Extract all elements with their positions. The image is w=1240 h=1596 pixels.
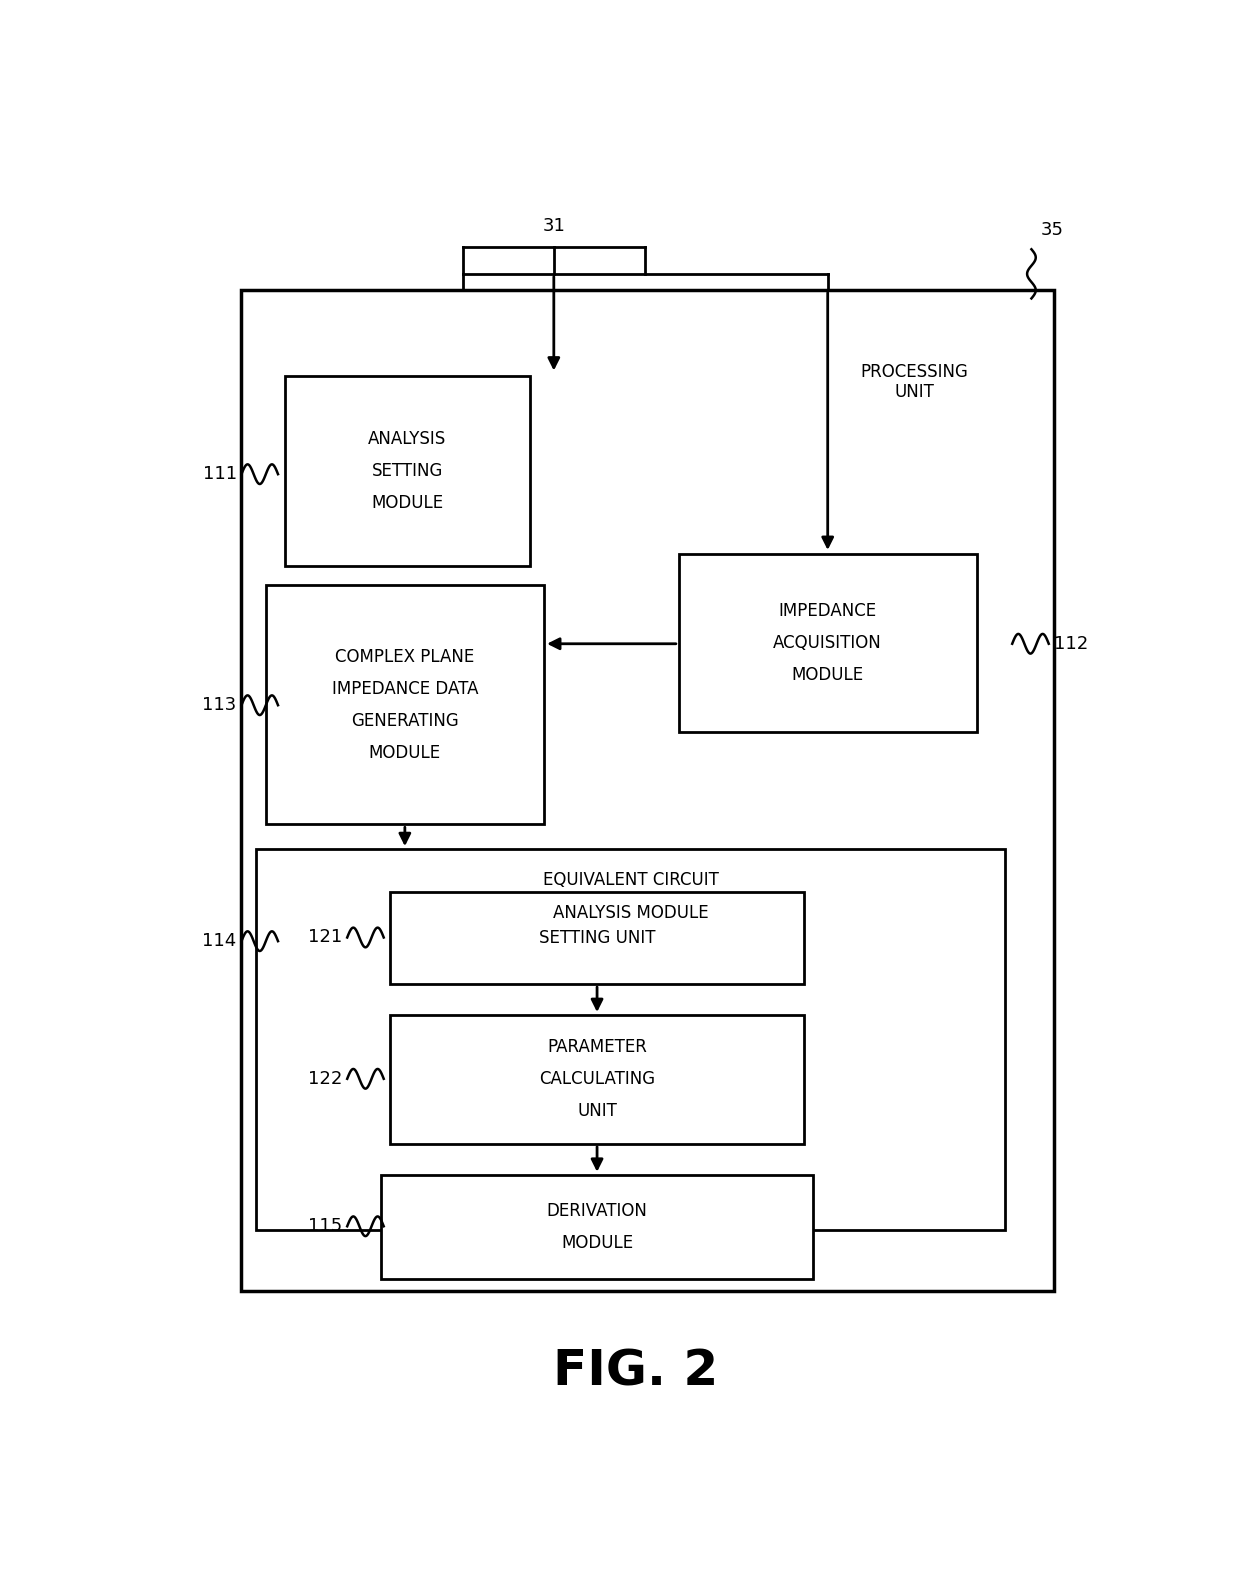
Bar [242,290,1054,1291]
Text: ACQUISITION: ACQUISITION [774,634,882,653]
Text: MODULE: MODULE [368,744,441,761]
Text: CALCULATING: CALCULATING [539,1071,655,1088]
Text: ANALYSIS MODULE: ANALYSIS MODULE [553,903,708,922]
Text: 31: 31 [542,217,565,235]
Text: FIG. 2: FIG. 2 [553,1347,718,1395]
Text: MODULE: MODULE [560,1234,634,1251]
Text: MODULE: MODULE [791,666,864,685]
Text: 114: 114 [202,932,237,950]
Text: PROCESSING
UNIT: PROCESSING UNIT [861,362,968,402]
Text: EQUIVALENT CIRCUIT: EQUIVALENT CIRCUIT [543,871,719,889]
Text: GENERATING: GENERATING [351,712,459,729]
Text: 122: 122 [308,1069,342,1088]
Bar [381,1175,813,1278]
Bar [255,849,1006,1231]
Bar [678,554,977,733]
Text: 111: 111 [202,464,237,484]
Text: SETTING UNIT: SETTING UNIT [539,929,655,946]
Text: 121: 121 [309,929,342,946]
Text: IMPEDANCE: IMPEDANCE [779,602,877,621]
Text: DERIVATION: DERIVATION [547,1202,647,1219]
Bar [391,892,804,985]
Bar [265,584,544,825]
Text: MODULE: MODULE [371,495,444,512]
Bar [285,377,529,567]
Text: COMPLEX PLANE: COMPLEX PLANE [335,648,475,666]
Text: 112: 112 [1054,635,1087,653]
Text: 113: 113 [202,696,237,713]
Text: ANALYSIS: ANALYSIS [368,431,446,448]
Text: IMPEDANCE DATA: IMPEDANCE DATA [331,680,479,697]
Bar [391,1015,804,1144]
Text: UNIT: UNIT [577,1103,618,1120]
Text: PARAMETER: PARAMETER [547,1039,647,1057]
Text: 115: 115 [309,1218,342,1235]
Text: 35: 35 [1042,222,1064,239]
Text: SETTING: SETTING [372,463,443,480]
